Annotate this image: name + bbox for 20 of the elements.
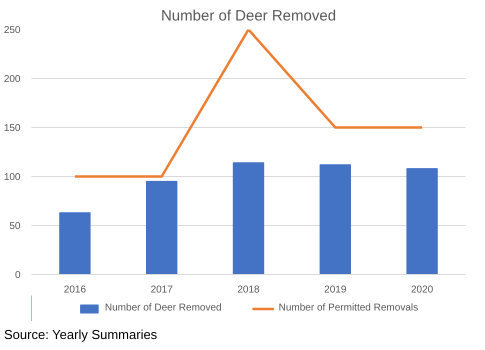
x-tick-label: 2016 — [64, 284, 86, 296]
y-tick-label: 150 — [4, 123, 21, 134]
x-tick-label: 2020 — [410, 284, 434, 296]
x-tick-label: 2019 — [324, 284, 347, 296]
y-tick-label: 0 — [14, 270, 21, 281]
source-note: Source: Yearly Summaries — [4, 326, 158, 344]
y-tick-label: 50 — [9, 221, 21, 232]
chart-title: Number of Deer Removed — [160, 8, 336, 24]
legend-label: Number of Deer Removed — [104, 302, 222, 314]
y-tick-label: 100 — [4, 172, 21, 183]
bar — [320, 164, 351, 274]
x-tick-label: 2017 — [150, 284, 174, 296]
legend-label: Number of Permitted Removals — [278, 302, 418, 314]
bar — [232, 162, 264, 274]
x-tick-label: 2018 — [237, 284, 260, 296]
bar — [406, 168, 438, 274]
bar — [59, 212, 91, 274]
y-tick-label: 250 — [4, 25, 21, 36]
bar — [146, 180, 178, 274]
y-tick-label: 200 — [4, 74, 21, 85]
